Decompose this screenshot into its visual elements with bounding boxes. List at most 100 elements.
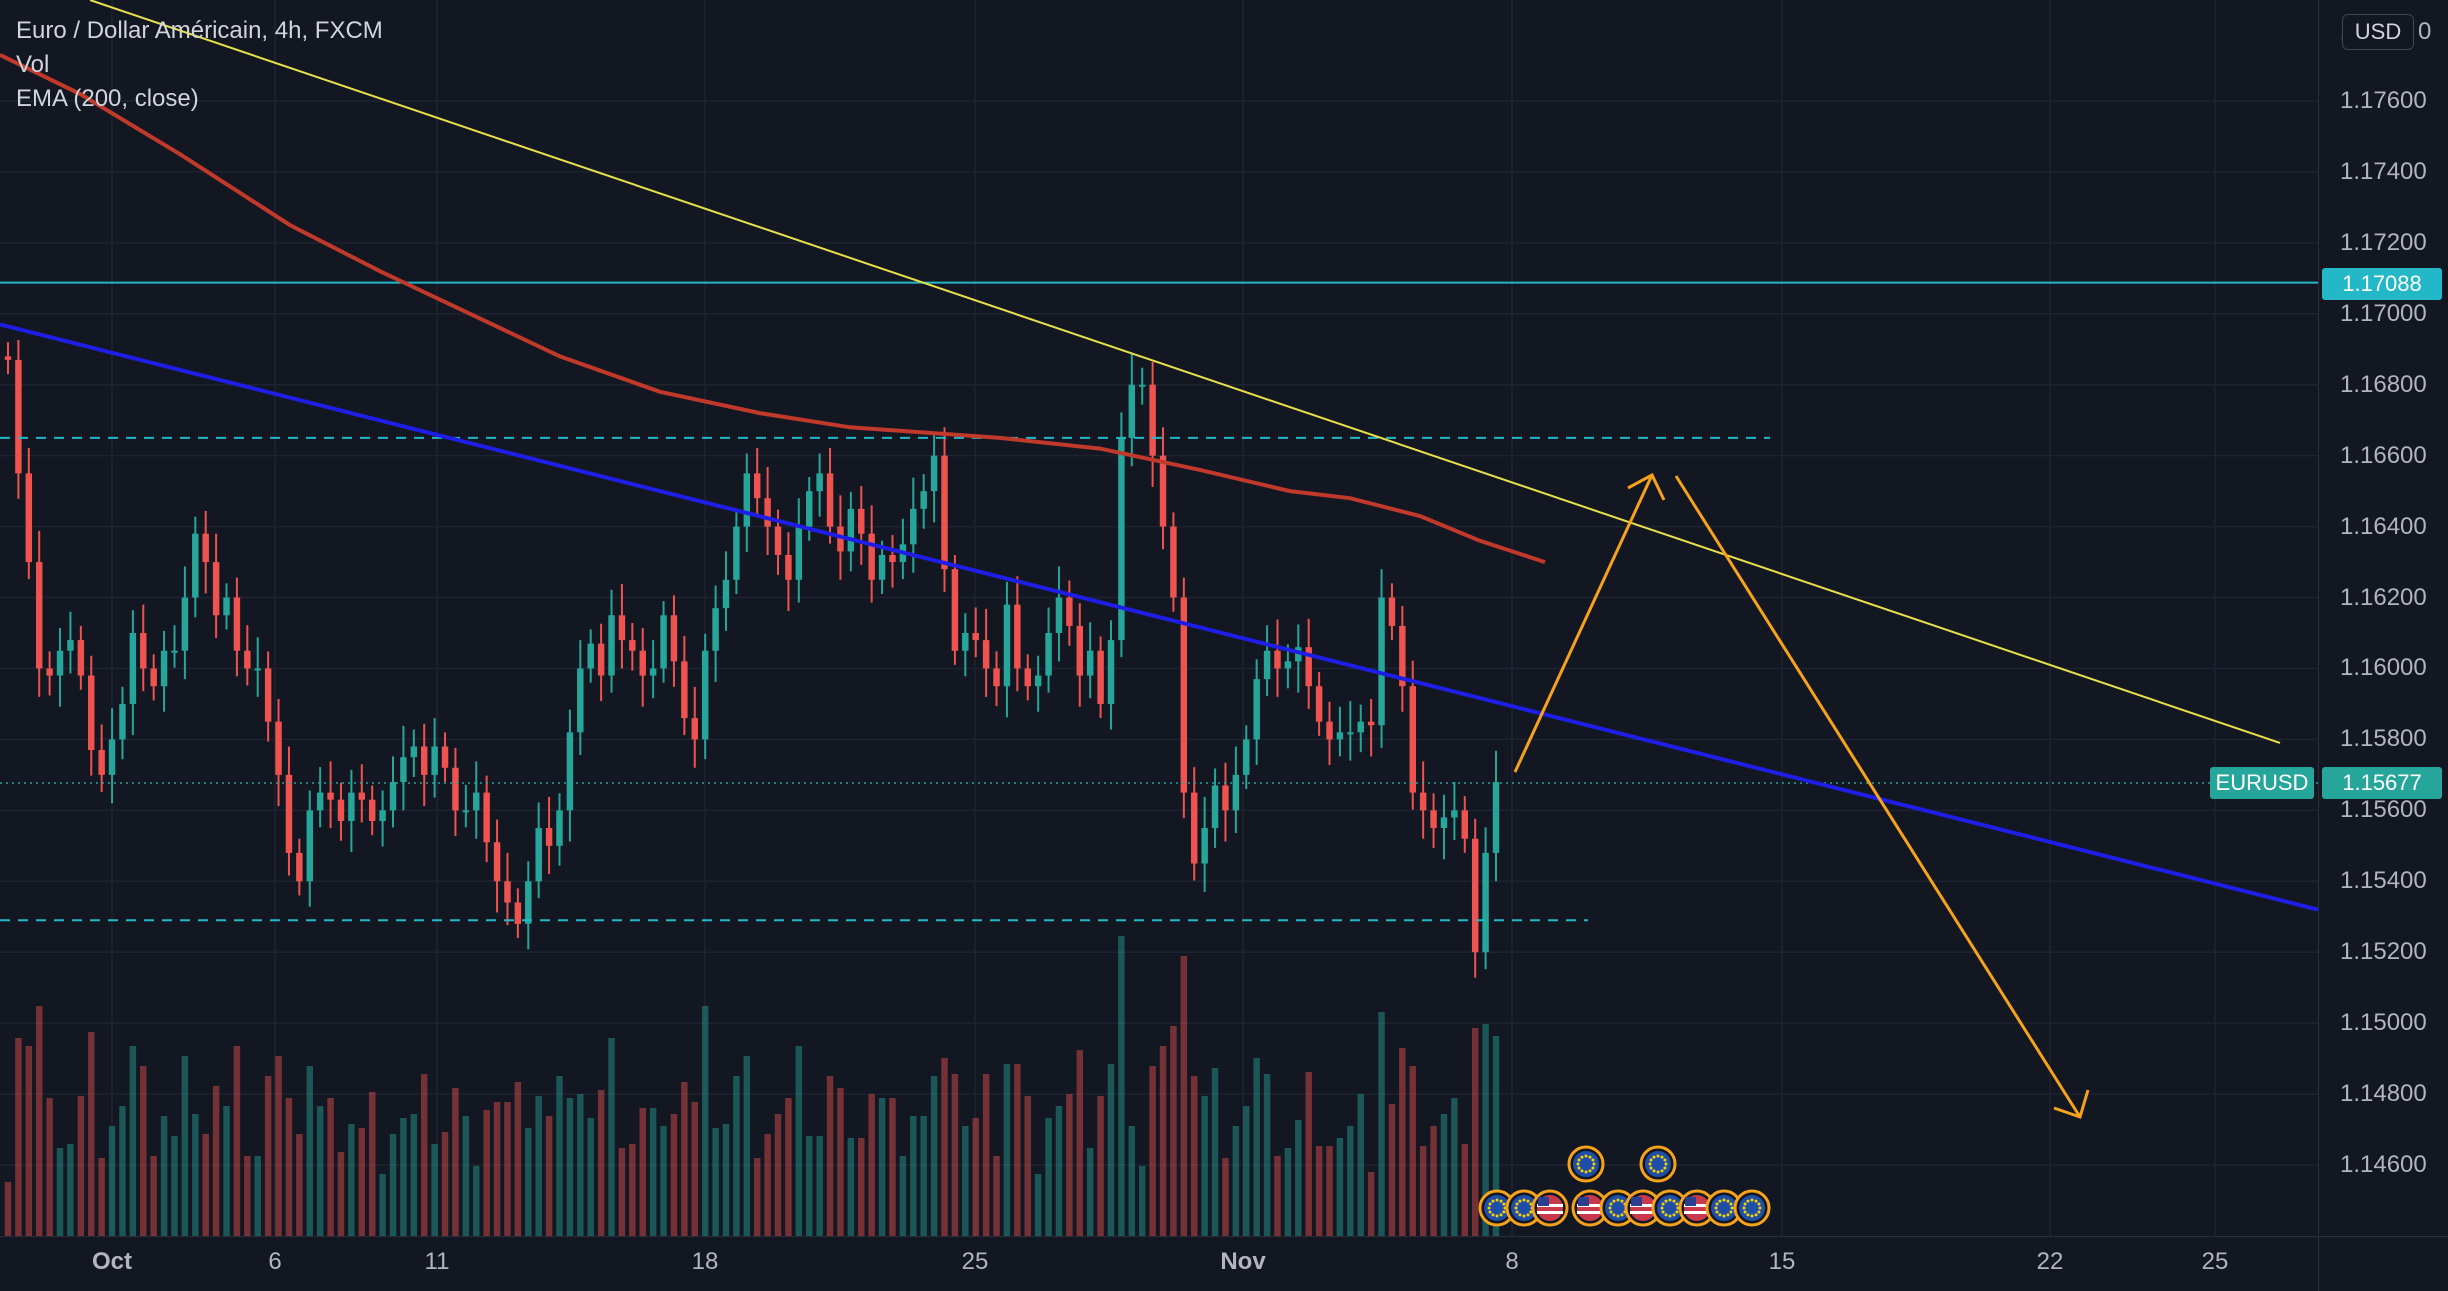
candle-body — [608, 615, 615, 676]
candle-body — [306, 810, 313, 882]
volume-bar — [566, 1098, 574, 1236]
volume-bar — [400, 1118, 407, 1236]
volume-bar — [743, 1056, 751, 1236]
candle-body — [1003, 604, 1011, 687]
arrow-up-head — [1627, 472, 1666, 501]
volume-bar — [982, 1074, 990, 1236]
candle-body — [972, 633, 979, 641]
volume-bar — [1066, 1094, 1073, 1236]
candle-body — [368, 799, 376, 821]
price-tick-label: 1.15200 — [2340, 938, 2427, 966]
candle-body — [962, 633, 969, 651]
candle-body — [764, 498, 771, 527]
price-tick-label: 1.15600 — [2340, 796, 2427, 824]
volume-bar — [1305, 1072, 1312, 1236]
candle-body — [597, 643, 605, 676]
volume-bar — [1024, 1096, 1031, 1236]
symbol-title[interactable]: Euro / Dollar Américain, 4h, FXCM — [16, 17, 383, 44]
candle-body — [1326, 721, 1333, 740]
volume-bar — [1326, 1146, 1333, 1236]
volume-bar — [753, 1158, 761, 1236]
channel-line — [0, 322, 2319, 912]
candle-body — [837, 526, 844, 552]
volume-bar — [1149, 1066, 1156, 1236]
volume-bar — [160, 1116, 168, 1236]
candle-body — [1399, 625, 1406, 687]
volume-bar — [670, 1114, 678, 1236]
candle-body — [1243, 739, 1250, 775]
time-tick-label: 18 — [691, 1248, 719, 1275]
volume-bar — [223, 1106, 230, 1236]
volume-bar — [1232, 1126, 1240, 1236]
price-tick-label: 1.16600 — [2340, 441, 2427, 469]
volume-bar — [1097, 1096, 1104, 1236]
volume-bar — [1419, 1146, 1427, 1236]
volume-bar — [1482, 1024, 1489, 1236]
volume-bar — [358, 1128, 366, 1236]
candle-body — [878, 554, 886, 580]
candle-body — [733, 526, 740, 580]
volume-bar — [108, 1126, 116, 1236]
candle-body — [4, 356, 12, 360]
candle-body — [1076, 625, 1084, 676]
volume-bar — [337, 1152, 345, 1236]
candle-body — [233, 597, 241, 651]
candle-body — [1440, 817, 1448, 829]
ema-legend[interactable]: EMA (200, close) — [16, 85, 199, 112]
candle-body — [181, 597, 189, 651]
time-tick-label: 11 — [424, 1248, 450, 1275]
volume-bar — [577, 1094, 584, 1236]
volume-bar — [660, 1126, 667, 1236]
volume-bar — [920, 1116, 927, 1236]
candle-body — [493, 842, 501, 882]
volume-bar — [88, 1032, 95, 1236]
candle-body — [140, 633, 147, 669]
volume-bar — [910, 1116, 917, 1236]
volume-bar — [1451, 1098, 1458, 1236]
volume-bar — [129, 1046, 137, 1236]
eu-flag-icon — [1599, 1189, 1637, 1227]
volume-bar — [379, 1174, 386, 1236]
volume-bar — [545, 1116, 553, 1236]
volume-bar — [878, 1098, 886, 1236]
price-tick-label: 1.15400 — [2340, 867, 2427, 895]
volume-bar — [1471, 1028, 1479, 1236]
volume-bar — [316, 1106, 324, 1236]
volume-bars — [4, 936, 1500, 1236]
candle-body — [1201, 828, 1208, 864]
candle-body — [1055, 597, 1063, 633]
volume-bar — [639, 1108, 646, 1236]
price-tick-label: 1.17000 — [2340, 299, 2427, 327]
volume-bar — [1336, 1138, 1344, 1236]
volume-legend[interactable]: Vol — [16, 51, 50, 78]
volume-bar — [1357, 1094, 1364, 1236]
candle-body — [951, 569, 959, 651]
candle-body — [285, 774, 293, 853]
volume-bar — [473, 1166, 480, 1236]
ema-line — [0, 53, 1546, 565]
volume-bar — [483, 1110, 490, 1236]
volume-bar — [1055, 1106, 1063, 1236]
volume-bar — [119, 1106, 126, 1236]
candle-body — [556, 810, 563, 846]
volume-bar — [858, 1138, 865, 1236]
volume-bar — [951, 1074, 959, 1236]
candle-body — [649, 668, 657, 676]
candle-body — [826, 473, 834, 527]
economic-event-icons[interactable] — [1478, 1145, 1771, 1227]
candle-body — [670, 615, 678, 662]
price-scale[interactable] — [2318, 0, 2448, 1235]
candle-body — [1284, 661, 1292, 669]
volume-bar — [608, 1038, 615, 1236]
volume-bar — [410, 1114, 418, 1236]
candle-body — [795, 526, 803, 580]
volume-bar — [1399, 1048, 1406, 1236]
time-tick-label: 22 — [2036, 1248, 2064, 1275]
volume-bar — [1170, 1026, 1177, 1236]
candle-body — [1482, 852, 1489, 953]
time-axis[interactable] — [0, 1236, 2318, 1291]
candle-body — [1034, 675, 1042, 687]
currency-button[interactable]: USD — [2342, 14, 2414, 50]
candle-body — [400, 757, 407, 782]
